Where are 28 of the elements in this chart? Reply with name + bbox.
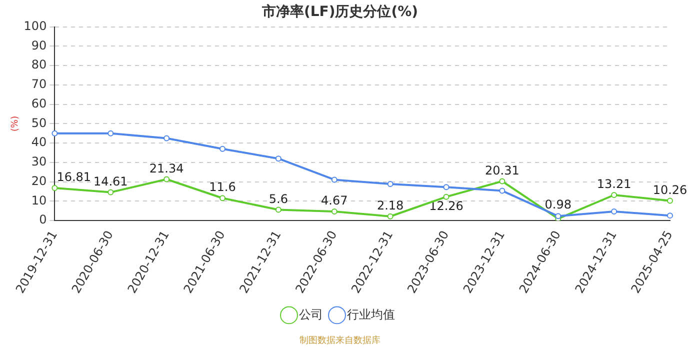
- data-label: 11.6: [209, 180, 236, 194]
- data-label: 4.67: [321, 194, 348, 208]
- data-label: 13.21: [596, 177, 632, 192]
- data-label: 10.26: [652, 182, 688, 197]
- data-label: 12.26: [429, 198, 464, 213]
- chart-title: 市净率(LF)历史分位(%): [260, 3, 418, 20]
- text: 制图数据来自数据库: [300, 334, 380, 346]
- y-tick-label: 70: [31, 77, 47, 92]
- y-tick-label: 30: [31, 154, 47, 169]
- y-tick-label: 50: [31, 116, 47, 130]
- y-axis-title: (%): [10, 116, 21, 132]
- data-label: 5.6: [268, 192, 288, 206]
- data-label: 2.18: [376, 198, 404, 213]
- legend-label: 行业均值: [347, 307, 395, 322]
- y-tick-label: 80: [31, 58, 47, 72]
- y-tick-label: 10: [31, 193, 47, 208]
- legend-label: 公司: [299, 307, 323, 322]
- data-label: 20.31: [485, 163, 520, 178]
- data-label: 16.81: [56, 170, 92, 184]
- y-tick-label: 90: [31, 38, 47, 52]
- data-label: 14.61: [93, 174, 128, 188]
- y-tick-label: 0: [39, 212, 47, 227]
- data-label: 21.34: [149, 161, 184, 176]
- y-tick-label: 40: [31, 135, 47, 150]
- y-tick-label: 60: [31, 96, 47, 110]
- data-label: 0.98: [544, 197, 572, 212]
- y-tick-label: 100: [24, 18, 47, 33]
- y-tick-label: 20: [31, 174, 47, 188]
